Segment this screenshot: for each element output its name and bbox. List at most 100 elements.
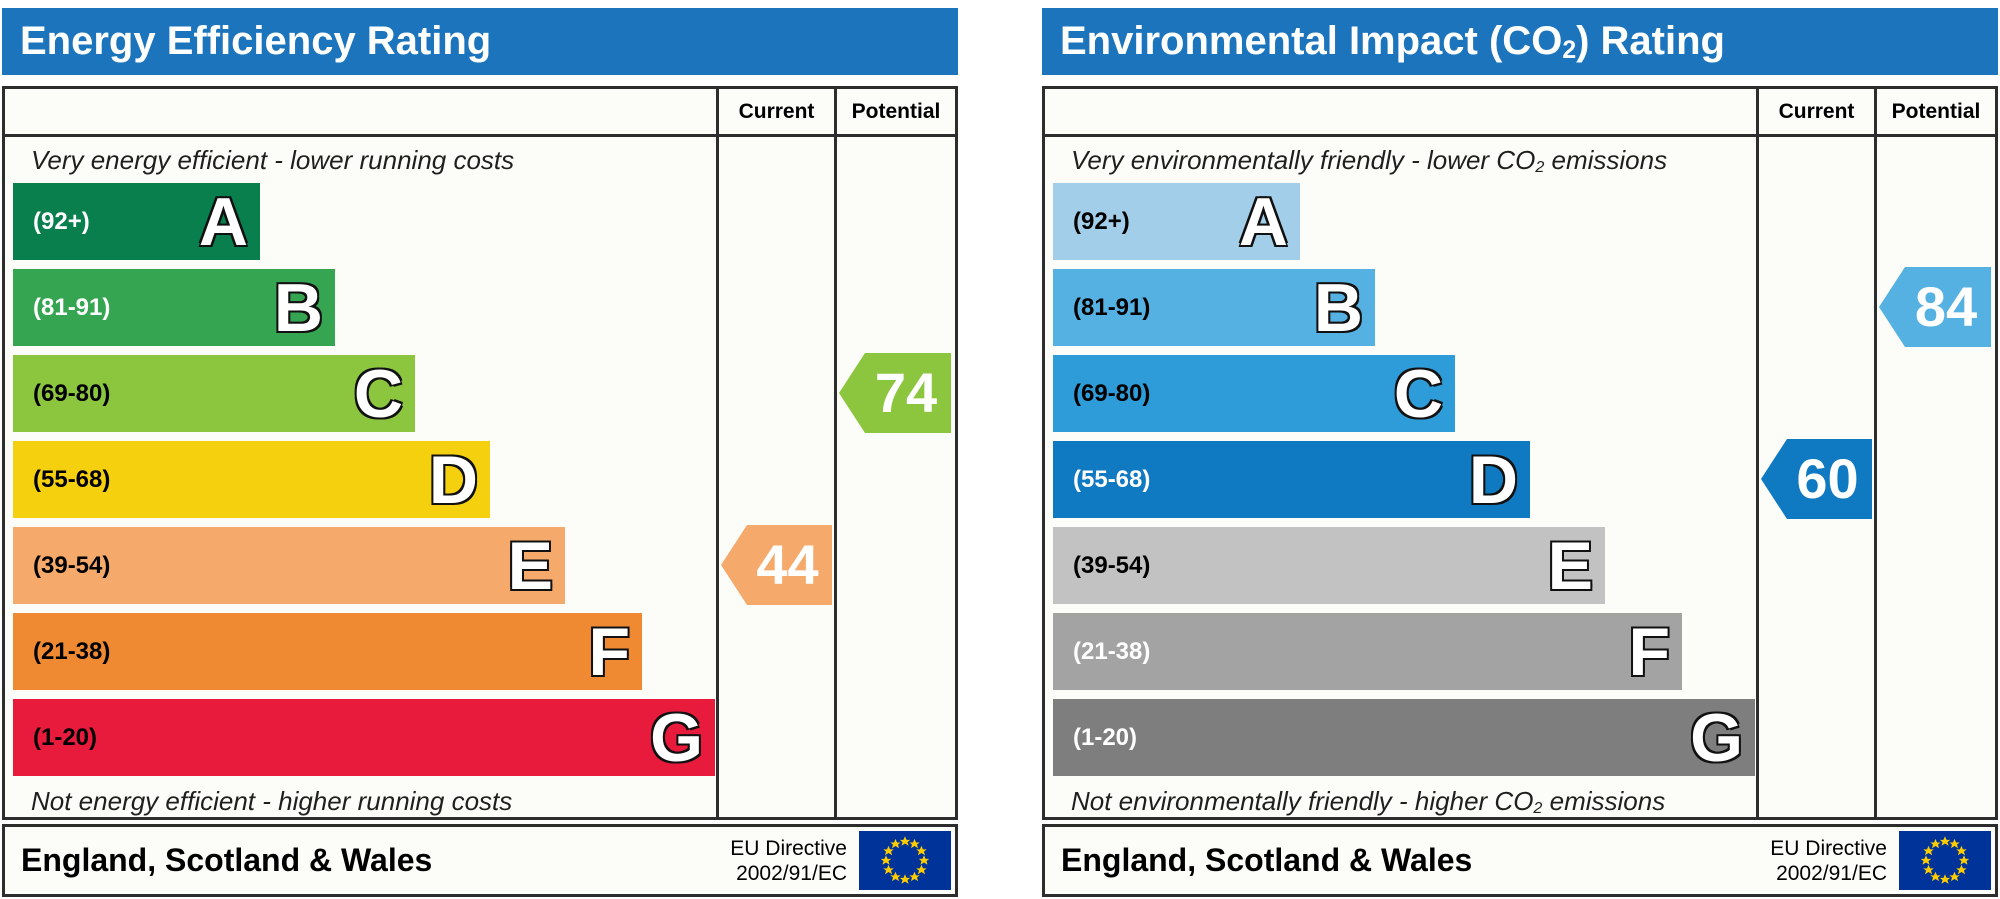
potential-column-header: Potential bbox=[851, 100, 941, 123]
band-range-label: (81-91) bbox=[33, 293, 111, 321]
chart-body: Very environmentally friendly - lower CO… bbox=[1045, 137, 1995, 817]
band-letter: F bbox=[587, 613, 631, 690]
band-row-b: (81-91) B bbox=[1045, 269, 1995, 346]
current-rating-arrow: 44 bbox=[721, 525, 832, 605]
caption-text-end: emissions bbox=[1544, 145, 1668, 175]
potential-column-header: Potential bbox=[1891, 100, 1981, 123]
band-row-g: (1-20) G bbox=[5, 699, 955, 776]
caption-text-end: emissions bbox=[1542, 786, 1666, 816]
band-bar-c: (69-80) C bbox=[1053, 355, 1455, 432]
region-label: England, Scotland & Wales bbox=[1061, 842, 1473, 878]
band-row-a: (92+) A bbox=[1045, 183, 1995, 260]
band-range-label: (55-68) bbox=[33, 465, 111, 493]
potential-rating-arrow: 74 bbox=[839, 353, 951, 433]
band-letter: C bbox=[1393, 355, 1445, 432]
band-range-label: (21-38) bbox=[1073, 637, 1151, 665]
bottom-caption: Not energy efficient - higher running co… bbox=[5, 785, 955, 818]
caption-text: Very energy efficient - lower running co… bbox=[31, 145, 515, 175]
band-bar-f: (21-38) F bbox=[1053, 613, 1682, 690]
band-row-d: (55-68) D bbox=[1045, 441, 1995, 518]
band-row-b: (81-91) B bbox=[5, 269, 955, 346]
eu-directive-line2: 2002/91/EC bbox=[736, 861, 847, 885]
band-bar-c: (69-80) C bbox=[13, 355, 415, 432]
eu-flag-icon bbox=[859, 831, 951, 890]
eu-directive-line2: 2002/91/EC bbox=[1776, 861, 1887, 885]
band-row-g: (1-20) G bbox=[1045, 699, 1995, 776]
current-rating-arrow: 60 bbox=[1761, 439, 1872, 519]
top-caption: Very environmentally friendly - lower CO… bbox=[1045, 144, 1995, 177]
title-text: Energy Efficiency Rating bbox=[20, 19, 492, 63]
band-letter: F bbox=[1627, 613, 1671, 690]
current-column-divider bbox=[1756, 89, 1759, 817]
band-range-label: (21-38) bbox=[33, 637, 111, 665]
band-letter: B bbox=[1313, 269, 1365, 346]
band-letter: A bbox=[198, 183, 250, 260]
band-range-label: (81-91) bbox=[1073, 293, 1151, 321]
energy-efficiency-chart: Energy Efficiency Rating Current Potenti… bbox=[2, 8, 958, 897]
band-letter: D bbox=[1468, 441, 1520, 518]
potential-rating-arrow: 84 bbox=[1879, 267, 1991, 347]
bands: (92+) A (81-91) B (69-80) C (55-68) D (39-54) E (2… bbox=[1045, 183, 1995, 776]
band-row-e: (39-54) E bbox=[5, 527, 955, 604]
band-bar-f: (21-38) F bbox=[13, 613, 642, 690]
chart-title: Environmental Impact (CO2) Rating bbox=[1042, 8, 1998, 75]
band-bar-g: (1-20) G bbox=[13, 699, 715, 776]
table-header-row: Current Potential bbox=[1045, 89, 1995, 137]
eu-flag-icon bbox=[1899, 831, 1991, 890]
band-letter: B bbox=[273, 269, 325, 346]
band-range-label: (39-54) bbox=[33, 551, 111, 579]
band-letter: E bbox=[506, 527, 554, 604]
environmental-impact-chart: Environmental Impact (CO2) Rating Curren… bbox=[1042, 8, 1998, 897]
region-label: England, Scotland & Wales bbox=[21, 842, 433, 878]
band-bar-d: (55-68) D bbox=[13, 441, 490, 518]
band-range-label: (1-20) bbox=[1073, 723, 1138, 751]
eu-directive-label: EU Directive 2002/91/EC bbox=[1770, 836, 1887, 886]
bands: (92+) A (81-91) B (69-80) C (55-68) D (39-54) E (2… bbox=[5, 183, 955, 776]
eu-directive-label: EU Directive 2002/91/EC bbox=[730, 836, 847, 886]
potential-column-divider bbox=[834, 89, 837, 817]
band-bar-e: (39-54) E bbox=[1053, 527, 1605, 604]
potential-column-divider bbox=[1874, 89, 1877, 817]
band-bar-e: (39-54) E bbox=[13, 527, 565, 604]
band-letter: G bbox=[649, 699, 704, 776]
chart-footer: England, Scotland & Wales EU Directive 20… bbox=[2, 824, 958, 897]
band-bar-a: (92+) A bbox=[13, 183, 260, 260]
band-bar-a: (92+) A bbox=[1053, 183, 1300, 260]
band-row-f: (21-38) F bbox=[1045, 613, 1995, 690]
caption-text: Not environmentally friendly - higher CO bbox=[1071, 786, 1534, 816]
caption-subscript: 2 bbox=[1535, 157, 1545, 176]
caption-text: Not energy efficient - higher running co… bbox=[31, 786, 513, 816]
band-bar-d: (55-68) D bbox=[1053, 441, 1530, 518]
band-range-label: (92+) bbox=[33, 207, 90, 235]
band-letter: D bbox=[428, 441, 480, 518]
table-header-row: Current Potential bbox=[5, 89, 955, 137]
rating-table: Current Potential Very energy efficient … bbox=[2, 86, 958, 820]
band-letter: G bbox=[1689, 699, 1744, 776]
band-bar-g: (1-20) G bbox=[1053, 699, 1755, 776]
band-bar-b: (81-91) B bbox=[13, 269, 335, 346]
band-range-label: (69-80) bbox=[33, 379, 111, 407]
chart-title: Energy Efficiency Rating bbox=[2, 8, 958, 75]
band-range-label: (92+) bbox=[1073, 207, 1130, 235]
bottom-caption: Not environmentally friendly - higher CO… bbox=[1045, 785, 1995, 818]
band-row-c: (69-80) C bbox=[5, 355, 955, 432]
current-column-header: Current bbox=[738, 100, 815, 123]
eu-directive-line1: EU Directive bbox=[730, 836, 847, 860]
band-range-label: (1-20) bbox=[33, 723, 98, 751]
band-row-a: (92+) A bbox=[5, 183, 955, 260]
chart-footer: England, Scotland & Wales EU Directive 20… bbox=[1042, 824, 1998, 897]
chart-body: Very energy efficient - lower running co… bbox=[5, 137, 955, 817]
caption-text: Very environmentally friendly - lower CO bbox=[1071, 145, 1536, 175]
top-caption: Very energy efficient - lower running co… bbox=[5, 144, 955, 177]
title-text-end: ) Rating bbox=[1576, 19, 1725, 63]
band-bar-b: (81-91) B bbox=[1053, 269, 1375, 346]
band-letter: E bbox=[1546, 527, 1594, 604]
title-subscript: 2 bbox=[1562, 37, 1577, 65]
band-row-e: (39-54) E bbox=[1045, 527, 1995, 604]
band-range-label: (39-54) bbox=[1073, 551, 1151, 579]
band-letter: A bbox=[1238, 183, 1290, 260]
band-row-f: (21-38) F bbox=[5, 613, 955, 690]
band-row-d: (55-68) D bbox=[5, 441, 955, 518]
band-row-c: (69-80) C bbox=[1045, 355, 1995, 432]
rating-table: Current Potential Very environmentally f… bbox=[1042, 86, 1998, 820]
